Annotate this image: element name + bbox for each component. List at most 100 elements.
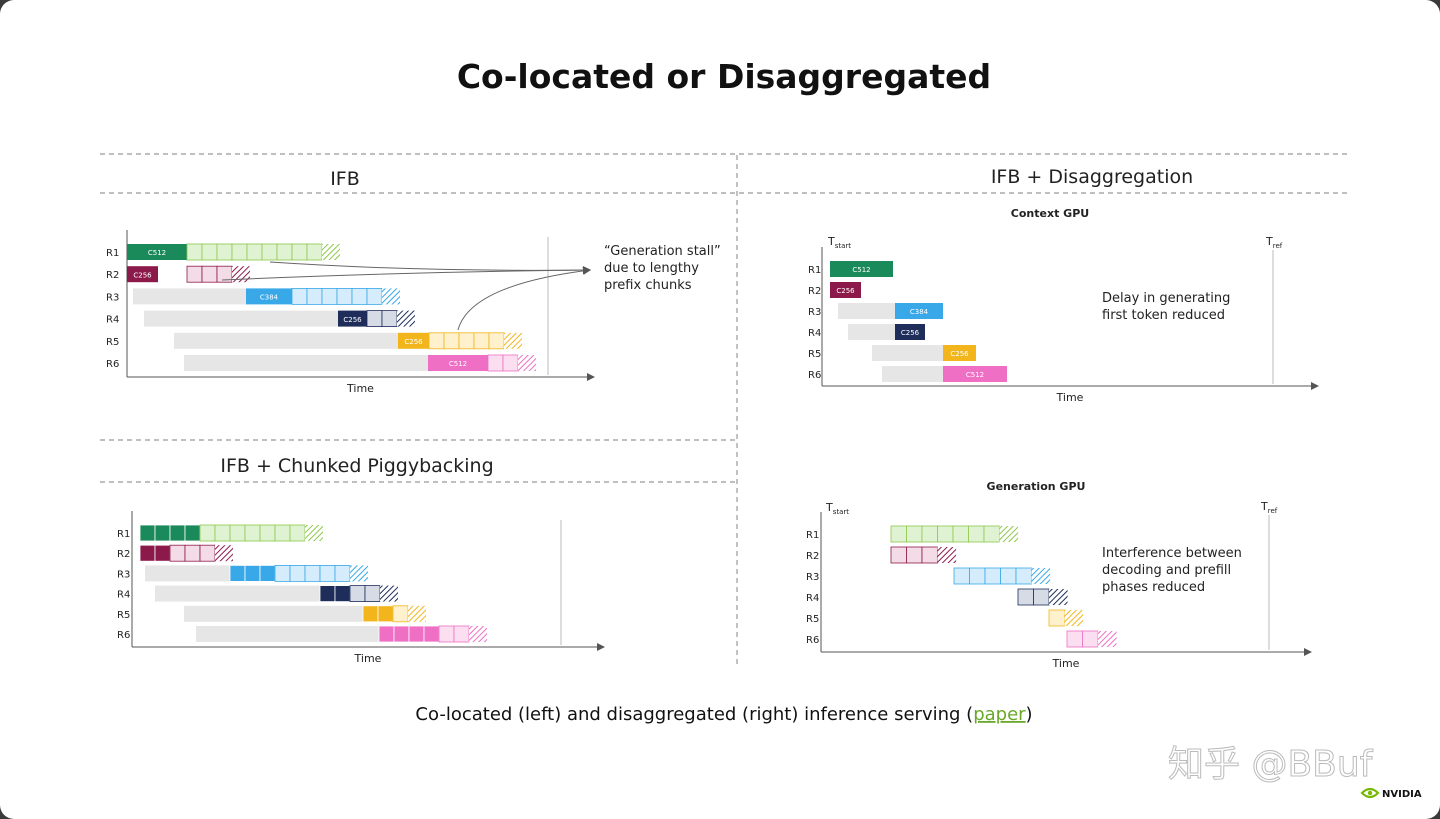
decode-cell	[366, 287, 383, 305]
x-axis-label: Time	[346, 382, 374, 395]
caption-text: Co-located (left) and disaggregated (rig…	[415, 704, 973, 725]
wait-bar	[882, 366, 943, 382]
chunk-label: C256	[901, 329, 920, 337]
decode-cell	[184, 544, 201, 562]
context-gpu-title: Context GPU	[1011, 207, 1089, 220]
decode-cell	[1066, 630, 1083, 648]
decode-cell	[952, 525, 969, 543]
prefill-cell	[154, 524, 171, 542]
context-tref-marker: Tref	[1265, 235, 1283, 250]
decode-cell	[351, 287, 368, 305]
nvidia-logo: NVIDIA	[1360, 787, 1422, 800]
prefill-cell	[139, 524, 156, 542]
row-label: R5	[106, 337, 119, 348]
wait-bar	[184, 605, 363, 622]
row-label: R5	[806, 614, 819, 625]
decode-cell	[453, 625, 470, 643]
stall-arrow-r2	[221, 266, 591, 281]
page-title: Co-located or Disaggregated	[457, 57, 991, 96]
note-line: Interference between	[1102, 546, 1242, 561]
chart-generation-gpu: Time R1 R2 R3 R4 R5 R6	[806, 512, 1312, 670]
decode-cell	[336, 287, 353, 305]
decode-cell	[921, 546, 938, 564]
decode-cell	[274, 524, 291, 542]
decode-cell	[334, 565, 351, 582]
prefill-chunk	[428, 355, 488, 371]
decode-cell	[1000, 567, 1017, 585]
prefill-cell	[423, 625, 440, 643]
chunk-label: C512	[852, 266, 870, 274]
decode-cell	[1015, 567, 1032, 585]
wait-bar	[144, 310, 338, 327]
decode-cell	[890, 546, 907, 564]
note-line: due to lengthy	[604, 261, 699, 276]
decode-tail-hatch	[1064, 610, 1084, 626]
decode-cell	[487, 354, 504, 372]
decode-cell	[304, 565, 321, 582]
prefill-chunk	[943, 366, 1007, 382]
decode-cell	[261, 243, 278, 261]
decode-cell	[246, 243, 263, 261]
note-line: phases reduced	[1102, 580, 1205, 595]
chunk-label: C512	[966, 371, 984, 379]
decode-cell	[921, 525, 938, 543]
row-label: R6	[808, 370, 821, 381]
decode-tail-hatch	[999, 526, 1019, 542]
decode-cell	[890, 525, 907, 543]
note-line: Delay in generating	[1102, 291, 1230, 306]
chunk-label: C384	[260, 294, 279, 302]
decode-tail-hatch	[350, 565, 368, 582]
context-tstart-marker: Tstart	[827, 235, 851, 250]
delay-note: Delay in generating first token reduced	[1102, 291, 1235, 323]
decode-cell	[364, 585, 381, 602]
decode-cell	[201, 243, 218, 261]
row-label: R2	[808, 286, 821, 297]
svg-text:Tref: Tref	[1260, 500, 1278, 515]
decode-cell	[201, 265, 218, 283]
row-label: R6	[106, 359, 119, 370]
note-line: “Generation stall”	[604, 244, 721, 259]
watermark-text: 知乎 @BBuf	[1168, 744, 1374, 785]
prefill-cell	[229, 565, 246, 582]
decode-tail-hatch	[1098, 631, 1117, 647]
row-label: R4	[806, 593, 819, 604]
paper-link[interactable]: paper	[973, 704, 1026, 725]
decode-cell	[321, 287, 338, 305]
decode-cell	[349, 585, 366, 602]
decode-tail-hatch	[504, 332, 522, 349]
row-label: R1	[806, 530, 819, 541]
prefill-cell	[319, 585, 336, 602]
row-label: R3	[806, 572, 819, 583]
prefill-cell	[169, 524, 186, 542]
prefill-cell	[139, 544, 156, 562]
prefill-chunk	[895, 324, 925, 340]
row-label: R2	[106, 270, 119, 281]
note-line: prefix chunks	[604, 278, 692, 293]
decode-cell	[289, 524, 306, 542]
generation-stall-note: “Generation stall” due to lengthy prefix…	[604, 244, 725, 293]
chunk-label: C256	[950, 350, 969, 358]
tstart-letter: T	[825, 501, 833, 514]
svg-text:Tstart: Tstart	[825, 501, 849, 516]
prefill-chunk	[338, 310, 367, 327]
row-label: R2	[117, 549, 130, 560]
row-label: R1	[117, 529, 130, 540]
chunk-label: C256	[836, 287, 855, 295]
decode-cell	[186, 265, 203, 283]
tref-letter: T	[1265, 235, 1273, 248]
wait-bar	[848, 324, 895, 340]
decode-cell	[953, 567, 970, 585]
generation-gpu-title: Generation GPU	[987, 480, 1086, 493]
chart-context-gpu: Time R1 C512 R2 C256 R3 C384 R4 C256 R5 C256 R6 C512	[808, 247, 1319, 404]
x-axis-label: Time	[1052, 657, 1080, 670]
prefill-cell	[377, 605, 394, 623]
row-label: R4	[106, 315, 119, 326]
prefill-cell	[408, 625, 425, 643]
decode-cell	[214, 524, 231, 542]
nvidia-eye-icon	[1360, 787, 1380, 799]
wait-bar	[872, 345, 943, 361]
decode-cell	[983, 525, 1000, 543]
layout-dividers	[100, 153, 1350, 668]
decode-cell	[473, 332, 490, 350]
tstart-letter: T	[827, 235, 835, 248]
